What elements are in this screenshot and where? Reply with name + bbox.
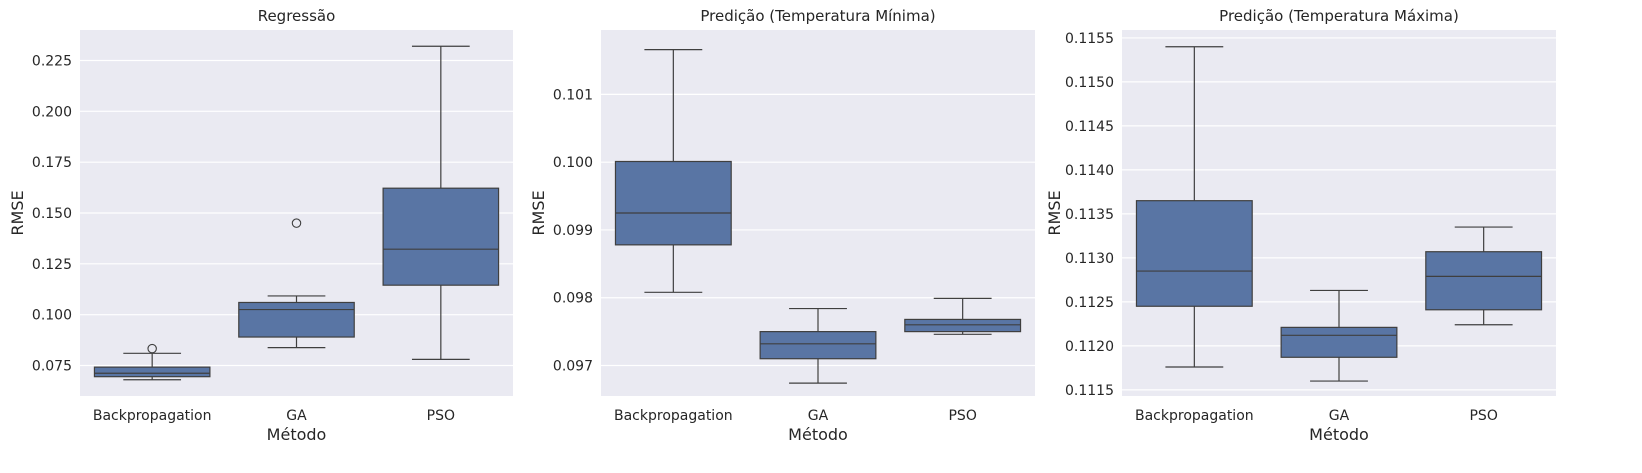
y-tick-label: 0.1145 xyxy=(1065,119,1114,135)
x-tick-label: GA xyxy=(808,408,829,424)
x-tick-label: GA xyxy=(286,408,307,424)
y-tick-label: 0.1150 xyxy=(1065,75,1114,91)
iqr-box xyxy=(1280,326,1398,358)
x-axis-label: Método xyxy=(1309,425,1369,444)
x-axis-label: Método xyxy=(267,425,327,444)
box-backpropagation xyxy=(614,49,732,293)
y-tick-label: 0.200 xyxy=(32,104,72,120)
y-tick-label: 0.100 xyxy=(32,308,72,324)
y-tick-label: 0.1120 xyxy=(1065,339,1114,355)
x-tick-label: Backpropagation xyxy=(1135,408,1254,424)
iqr-box xyxy=(759,331,877,360)
y-tick-label: 0.075 xyxy=(32,359,72,375)
y-tick-label: 0.098 xyxy=(553,291,593,307)
y-tick-label: 0.099 xyxy=(553,223,593,239)
y-tick-label: 0.1140 xyxy=(1065,163,1114,179)
box-ga xyxy=(238,218,355,349)
chart-title: Regressão xyxy=(258,7,336,25)
y-tick-label: 0.101 xyxy=(553,87,593,103)
iqr-box xyxy=(614,160,732,246)
x-tick-label: PSO xyxy=(427,408,455,424)
chart-title: Predição (Temperatura Máxima) xyxy=(1219,7,1459,25)
y-tick-label: 0.1135 xyxy=(1065,207,1114,223)
y-tick-label: 0.100 xyxy=(553,155,593,171)
x-tick-label: Backpropagation xyxy=(93,408,212,424)
y-tick-label: 0.1155 xyxy=(1065,31,1114,47)
box-ga xyxy=(759,307,877,384)
x-tick-label: Backpropagation xyxy=(614,408,733,424)
box-ga xyxy=(1280,289,1398,382)
y-tick-label: 0.1115 xyxy=(1065,383,1114,399)
y-tick-label: 0.225 xyxy=(32,54,72,70)
iqr-box xyxy=(382,187,500,286)
box-pso xyxy=(904,297,1022,335)
y-tick-label: 0.1125 xyxy=(1065,295,1114,311)
iqr-box xyxy=(904,318,1022,333)
box-backpropagation xyxy=(93,343,211,381)
box-pso xyxy=(382,45,500,360)
iqr-box xyxy=(238,301,355,338)
iqr-box xyxy=(93,366,211,378)
y-tick-label: 0.150 xyxy=(32,206,72,222)
x-axis-label: Método xyxy=(788,425,848,444)
chart-panel-1: 0.075 0.100 0.125 0.150 0.175 0.200 0.225 Backp… xyxy=(8,7,513,444)
y-axis-label: RMSE xyxy=(1045,190,1064,235)
outlier-point xyxy=(291,218,302,228)
y-axis-label: RMSE xyxy=(529,190,548,235)
y-tick-label: 0.125 xyxy=(32,257,72,273)
x-tick-label: GA xyxy=(1329,408,1350,424)
y-tick-label: 0.1130 xyxy=(1065,251,1114,267)
iqr-box xyxy=(1425,251,1543,311)
outlier-point xyxy=(147,343,157,354)
y-tick-label: 0.175 xyxy=(32,155,72,171)
x-tick-label: PSO xyxy=(1469,408,1497,424)
box-backpropagation xyxy=(1135,46,1253,368)
y-tick-label: 0.097 xyxy=(553,359,593,375)
chart-panel-3: 0.1115 0.1120 0.1125 0.1130 0.1135 0.1140 0.11… xyxy=(1045,7,1556,444)
chart-title: Predição (Temperatura Mínima) xyxy=(700,7,935,25)
iqr-box xyxy=(1135,200,1253,307)
x-tick-label: PSO xyxy=(948,408,976,424)
box-pso xyxy=(1425,226,1543,326)
y-axis-label: RMSE xyxy=(8,190,27,235)
chart-panel-2: 0.097 0.098 0.099 0.100 0.101 Backpropagation… xyxy=(529,7,1035,444)
